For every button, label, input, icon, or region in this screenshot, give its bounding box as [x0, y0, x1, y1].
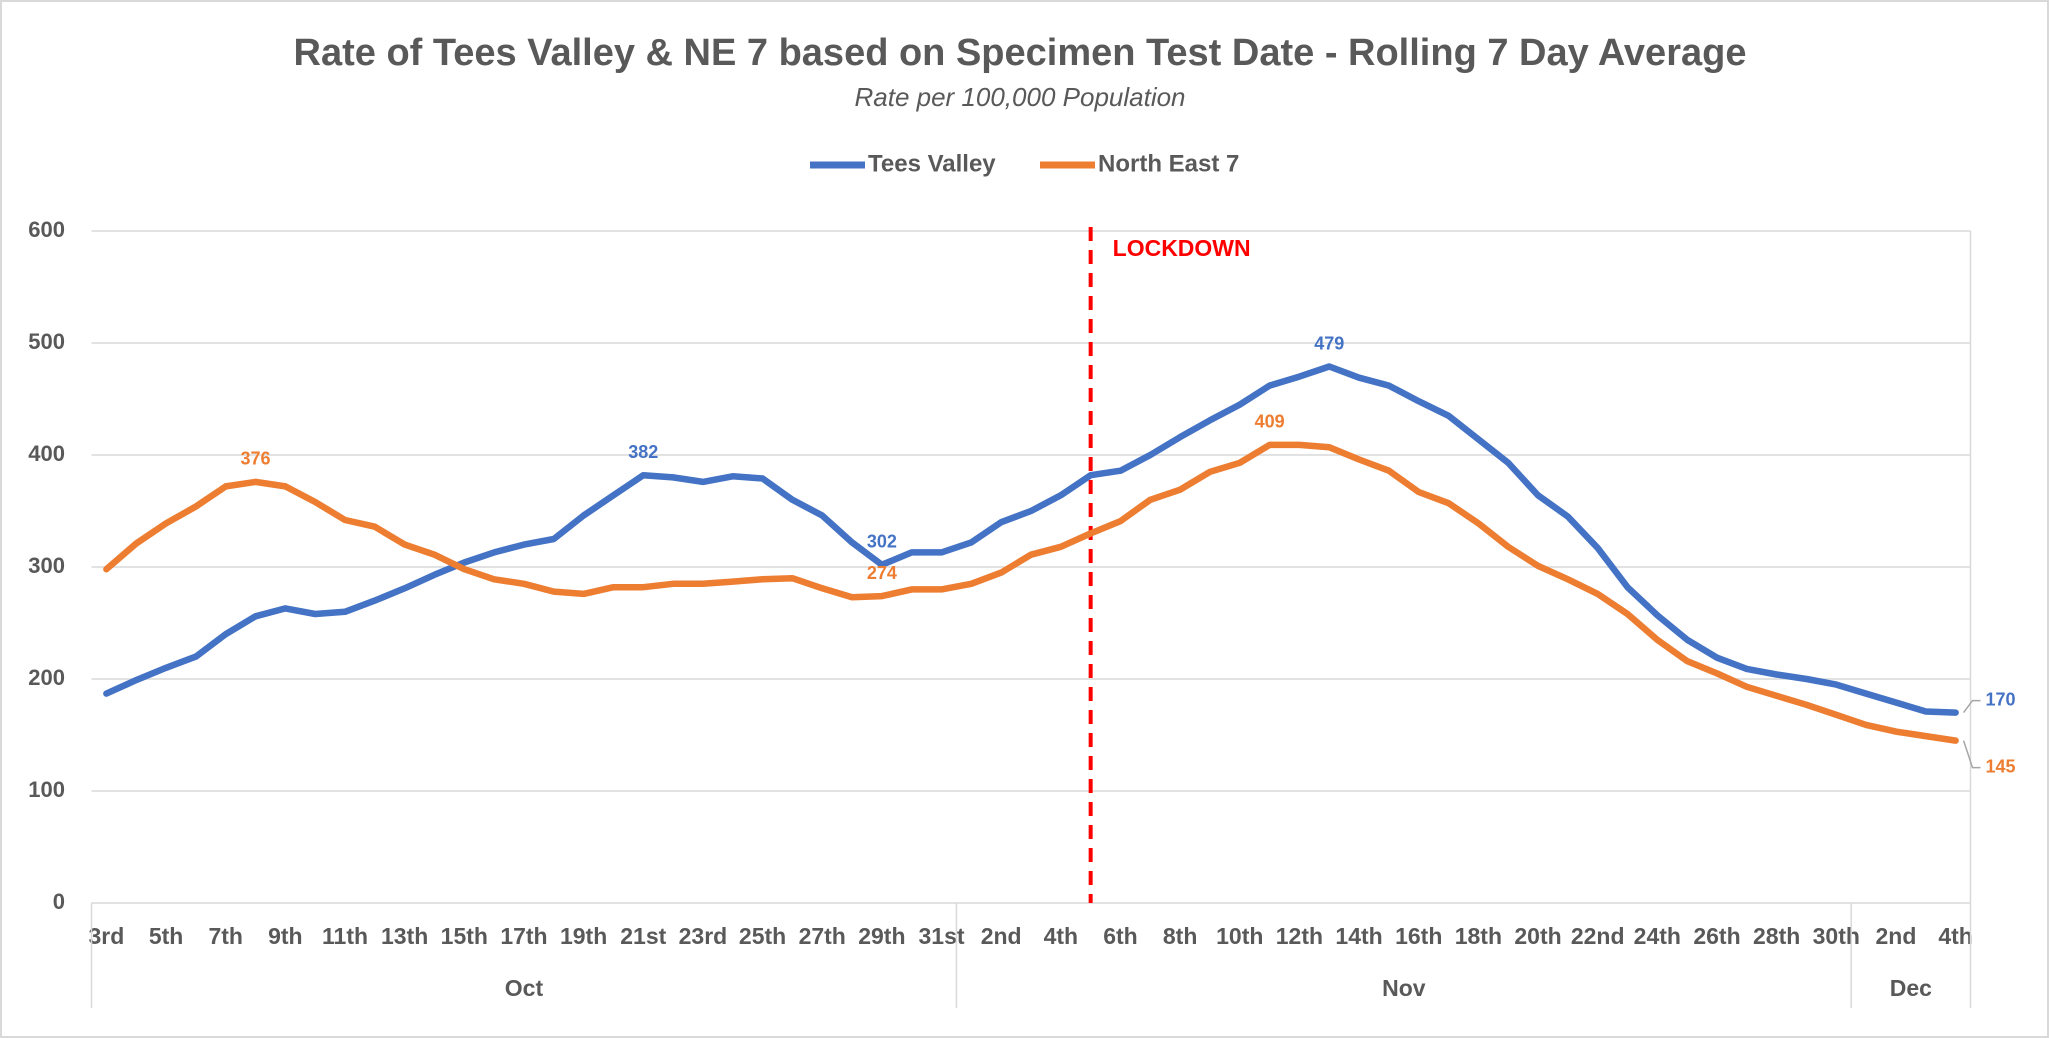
- leader-line: [1962, 740, 1981, 769]
- y-tick-label: 400: [28, 441, 65, 466]
- x-tick-label: 18th: [1455, 923, 1502, 949]
- y-tick-label: 500: [28, 329, 65, 354]
- x-tick-label: 19th: [560, 923, 607, 949]
- x-tick-label: 17th: [500, 923, 547, 949]
- y-tick-label: 0: [53, 889, 65, 914]
- data-label: 145: [1986, 756, 2016, 776]
- group-label: Oct: [505, 975, 544, 1001]
- legend-label: Tees Valley: [868, 150, 996, 177]
- group-label: Nov: [1382, 975, 1426, 1001]
- x-tick-label: 7th: [208, 923, 243, 949]
- leader-line: [1962, 699, 1981, 714]
- chart-title: Rate of Tees Valley & NE 7 based on Spec…: [294, 32, 1747, 74]
- annotation-label: LOCKDOWN: [1113, 235, 1251, 261]
- x-tick-label: 4th: [1938, 923, 1973, 949]
- x-tick-label: 22nd: [1571, 923, 1625, 949]
- data-label: 479: [1314, 333, 1344, 353]
- x-tick-label: 9th: [268, 923, 303, 949]
- data-label: 302: [867, 532, 897, 552]
- data-label: 409: [1255, 412, 1285, 432]
- x-tick-label: 11th: [322, 923, 368, 949]
- data-label: 376: [241, 449, 271, 469]
- x-tick-label: 8th: [1163, 923, 1198, 949]
- x-tick-label: 10th: [1216, 923, 1263, 949]
- x-tick-label: 27th: [799, 923, 846, 949]
- y-tick-label: 300: [28, 553, 65, 578]
- x-tick-label: 23rd: [679, 923, 728, 949]
- y-tick-label: 600: [28, 217, 65, 242]
- x-tick-label: 16th: [1395, 923, 1442, 949]
- y-tick-label: 200: [28, 665, 65, 690]
- x-tick-label: 5th: [149, 923, 184, 949]
- data-label: 274: [867, 563, 897, 583]
- y-tick-label: 100: [28, 777, 65, 802]
- x-tick-label: 6th: [1103, 923, 1138, 949]
- x-tick-label: 14th: [1335, 923, 1382, 949]
- x-tick-label: 25th: [739, 923, 786, 949]
- x-tick-label: 15th: [441, 923, 488, 949]
- group-label: Dec: [1890, 975, 1932, 1001]
- x-tick-label: 28th: [1753, 923, 1800, 949]
- x-tick-label: 4th: [1044, 923, 1079, 949]
- x-tick-label: 21st: [620, 923, 666, 949]
- x-tick-label: 2nd: [981, 923, 1022, 949]
- x-tick-label: 20th: [1514, 923, 1561, 949]
- x-tick-label: 24th: [1634, 923, 1681, 949]
- x-tick-label: 26th: [1693, 923, 1740, 949]
- x-tick-label: 12th: [1276, 923, 1323, 949]
- legend-label: North East 7: [1098, 150, 1239, 177]
- x-tick-label: 13th: [381, 923, 428, 949]
- x-tick-label: 3rd: [89, 923, 125, 949]
- series-line: [103, 441, 1959, 744]
- chart-subtitle: Rate per 100,000 Population: [854, 82, 1185, 112]
- series-line: [103, 363, 1959, 716]
- data-label: 382: [628, 442, 658, 462]
- x-tick-label: 31st: [919, 923, 965, 949]
- x-tick-label: 30th: [1813, 923, 1860, 949]
- data-label: 170: [1986, 689, 2016, 709]
- x-tick-label: 2nd: [1875, 923, 1916, 949]
- x-tick-label: 29th: [858, 923, 905, 949]
